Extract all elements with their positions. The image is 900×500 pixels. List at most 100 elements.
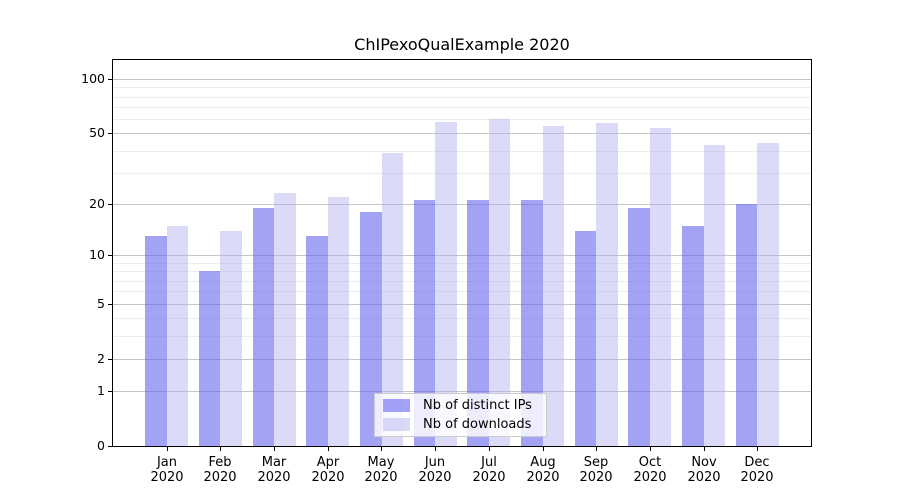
bar-distinct-ips [198,271,221,446]
y-tick [108,359,112,360]
y-gridline-major [113,304,811,305]
y-gridline-major [113,204,811,205]
x-tick-year: 2020 [311,470,345,485]
y-tick [108,391,112,392]
legend-label: Nb of distinct IPs [423,398,532,413]
x-tick [704,447,705,451]
x-tick-label: Jun 2020 [407,455,463,485]
x-tick [543,447,544,451]
y-gridline-major [113,359,811,360]
bar-downloads [327,196,350,446]
x-tick [489,447,490,451]
x-tick-year: 2020 [418,470,452,485]
x-tick-label: Mar 2020 [246,455,302,485]
y-tick-label: 0 [97,438,105,453]
x-tick [596,447,597,451]
y-gridline-minor [113,271,811,272]
y-tick-label: 1 [97,383,105,398]
legend-swatch [383,418,410,431]
x-tick [274,447,275,451]
bar-downloads [435,121,457,446]
y-gridline-minor [113,263,811,264]
y-tick-label: 5 [97,296,105,311]
x-tick-month: Oct [638,455,662,470]
legend-item: Nb of distinct IPs [381,397,540,414]
bar-distinct-ips [574,230,597,446]
y-tick [108,79,112,80]
x-tick-label: Oct 2020 [622,455,678,485]
bar-downloads [703,145,726,446]
x-tick-month: Jan [156,455,178,470]
bar-distinct-ips [360,212,382,446]
y-tick [108,446,112,447]
bar-downloads [596,123,618,446]
x-tick-label: Jul 2020 [461,455,517,485]
x-tick-year: 2020 [740,470,774,485]
y-tick-label: 2 [97,351,105,366]
bar-distinct-ips [735,204,758,446]
x-tick-month: Dec [744,455,770,470]
y-gridline-major [113,255,811,256]
plot-area [112,59,812,447]
y-gridline-major [113,79,811,80]
y-gridline-minor [113,119,811,120]
bar-downloads [488,119,511,446]
x-tick [381,447,382,451]
x-tick [757,447,758,451]
x-tick-year: 2020 [150,470,184,485]
x-tick-month: Mar [261,455,287,470]
bar-distinct-ips [145,236,167,446]
x-tick-label: Apr 2020 [300,455,356,485]
x-tick [435,447,436,451]
x-tick-label: Sep 2020 [568,455,624,485]
x-tick-month: Feb [208,455,232,470]
y-tick-label: 10 [89,247,105,262]
legend: Nb of distinct IPs Nb of downloads [374,393,547,437]
y-tick-label: 100 [81,71,105,86]
bar-distinct-ips [521,200,543,446]
x-tick-label: Aug 2020 [515,455,571,485]
bar-downloads [220,230,242,446]
bar-distinct-ips [682,225,704,446]
y-gridline-minor [113,173,811,174]
y-tick [108,255,112,256]
y-gridline-major [113,133,811,134]
x-tick-month: Sep [583,455,609,470]
bar-downloads [381,152,403,446]
bar-downloads [166,225,189,446]
y-gridline-minor [113,151,811,152]
x-tick-label: May 2020 [353,455,409,485]
x-tick-label: Dec 2020 [729,455,785,485]
x-tick-year: 2020 [687,470,721,485]
x-tick [650,447,651,451]
x-tick [220,447,221,451]
bar-downloads [757,143,779,446]
x-tick-year: 2020 [526,470,560,485]
y-tick-label: 50 [89,125,105,140]
chart-title: ChIPexoQualExample 2020 [354,35,570,54]
x-tick [167,447,168,451]
y-tick [108,133,112,134]
bar-downloads [542,126,564,446]
y-gridline-minor [113,281,811,282]
x-tick-year: 2020 [579,470,613,485]
x-tick-year: 2020 [257,470,291,485]
legend-label: Nb of downloads [423,417,532,432]
x-tick-year: 2020 [472,470,506,485]
y-gridline-minor [113,291,811,292]
x-tick-year: 2020 [203,470,237,485]
bar-downloads [274,193,296,446]
y-gridline-major [113,391,811,392]
x-tick-label: Nov 2020 [676,455,732,485]
y-tick [108,204,112,205]
x-tick-month: Nov [691,455,717,470]
bar-distinct-ips [306,236,328,446]
bar-distinct-ips [628,207,650,446]
x-tick-month: Apr [316,455,340,470]
x-tick-year: 2020 [633,470,667,485]
y-gridline-minor [113,87,811,88]
bar-distinct-ips [252,207,275,446]
legend-swatch [383,399,410,412]
y-tick [108,304,112,305]
